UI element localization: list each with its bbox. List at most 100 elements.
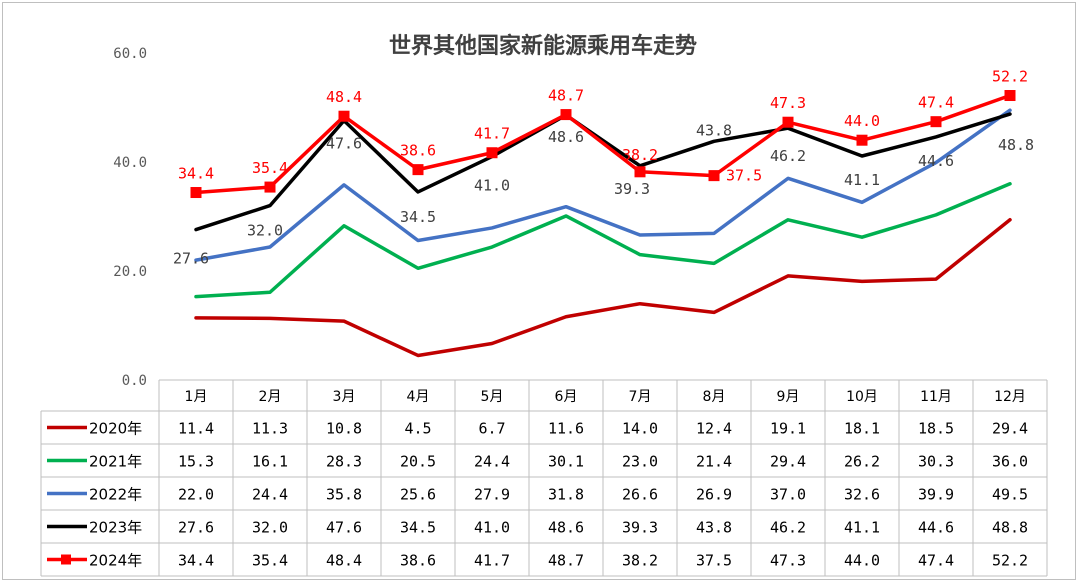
data-label: 37.5 xyxy=(726,167,762,185)
table-cell: 18.1 xyxy=(844,420,880,438)
table-cell: 29.4 xyxy=(992,420,1028,438)
table-cell: 28.3 xyxy=(326,453,362,471)
data-label: 47.6 xyxy=(326,135,362,153)
data-label: 44.0 xyxy=(844,112,880,130)
legend-label: 2024年 xyxy=(89,552,142,570)
data-label: 48.7 xyxy=(548,87,584,105)
table-cell: 48.4 xyxy=(326,552,362,570)
line-chart: 世界其他国家新能源乘用车走势 0.0 20.0 40.0 60.0 1月 2月 3月 4月 5… xyxy=(40,33,1048,577)
table-cell: 30.3 xyxy=(918,453,954,471)
series-line xyxy=(194,218,1012,358)
x-tick-label: 4月 xyxy=(407,389,430,405)
table-cell: 11.4 xyxy=(178,420,214,438)
table-cell: 41.0 xyxy=(474,519,510,537)
data-label: 41.0 xyxy=(474,177,510,195)
chart-title: 世界其他国家新能源乘用车走势 xyxy=(389,33,697,59)
data-label: 43.8 xyxy=(696,121,732,139)
x-tick-label: 3月 xyxy=(333,389,356,405)
data-point xyxy=(856,134,868,146)
data-label: 34.4 xyxy=(178,165,214,183)
table-cell: 47.4 xyxy=(918,552,954,570)
legend-label: 2020年 xyxy=(89,420,142,438)
data-label: 47.3 xyxy=(770,94,806,112)
data-label: 35.4 xyxy=(252,159,288,177)
table-cell: 46.2 xyxy=(770,519,806,537)
x-tick-label: 6月 xyxy=(555,389,578,405)
data-point xyxy=(486,147,498,159)
table-cell: 35.8 xyxy=(326,486,362,504)
y-tick-label: 60.0 xyxy=(113,46,147,62)
table-cell: 24.4 xyxy=(474,453,510,471)
table-cell: 49.5 xyxy=(992,486,1028,504)
data-point xyxy=(930,116,942,128)
series-line xyxy=(194,108,1012,262)
table-cell: 37.5 xyxy=(696,552,732,570)
table-cell: 20.5 xyxy=(400,453,436,471)
table-cell: 27.9 xyxy=(474,486,510,504)
table-cell: 47.6 xyxy=(326,519,362,537)
data-label: 46.2 xyxy=(770,147,806,165)
table-cell: 48.7 xyxy=(548,552,584,570)
table-cell: 21.4 xyxy=(696,453,732,471)
table-cell: 27.6 xyxy=(178,519,214,537)
series-line xyxy=(194,93,1012,195)
data-label: 41.1 xyxy=(844,171,880,189)
table-cell: 15.3 xyxy=(178,453,214,471)
table-cell: 23.0 xyxy=(622,453,658,471)
data-point xyxy=(190,187,202,199)
table-cell: 39.3 xyxy=(622,519,658,537)
data-label: 32.0 xyxy=(247,222,283,240)
data-point xyxy=(1004,90,1016,102)
table-cell: 26.2 xyxy=(844,453,880,471)
data-labels: 34.4 35.4 48.4 38.6 41.7 48.7 38.2 37.5 47.3 44.0… xyxy=(173,68,1034,268)
table-cell: 22.0 xyxy=(178,486,214,504)
table-cell: 16.1 xyxy=(252,453,288,471)
series-line xyxy=(194,182,1012,299)
data-label: 47.4 xyxy=(918,94,954,112)
data-point xyxy=(634,166,646,178)
table-cell: 41.1 xyxy=(844,519,880,537)
y-axis: 0.0 20.0 40.0 60.0 xyxy=(113,46,147,389)
data-label: 38.6 xyxy=(400,142,436,160)
table-cell: 19.1 xyxy=(770,420,806,438)
y-tick-label: 0.0 xyxy=(122,373,147,389)
legend-label: 2023年 xyxy=(89,519,142,537)
data-label: 52.2 xyxy=(992,68,1028,86)
x-tick-label: 10月 xyxy=(846,389,878,405)
table-cell: 32.0 xyxy=(252,519,288,537)
table-cell: 39.9 xyxy=(918,486,954,504)
table-cell: 18.5 xyxy=(918,420,954,438)
table-cell: 4.5 xyxy=(404,420,431,438)
table-cell: 36.0 xyxy=(992,453,1028,471)
data-label: 48.8 xyxy=(998,136,1034,154)
table-cell: 38.6 xyxy=(400,552,436,570)
x-tick-label: 1月 xyxy=(185,389,208,405)
data-point xyxy=(708,170,720,182)
data-label: 44.6 xyxy=(918,152,954,170)
table-cell: 38.2 xyxy=(622,552,658,570)
table-cell: 48.6 xyxy=(548,519,584,537)
x-tick-label: 12月 xyxy=(994,389,1026,405)
x-tick-label: 2月 xyxy=(259,389,282,405)
series-line xyxy=(194,112,1012,232)
table-cell: 25.6 xyxy=(400,486,436,504)
y-tick-label: 20.0 xyxy=(113,264,147,280)
table-cell: 11.6 xyxy=(548,420,584,438)
table-cell: 26.6 xyxy=(622,486,658,504)
table-cell: 10.8 xyxy=(326,420,362,438)
legend-label: 2021年 xyxy=(89,453,142,471)
table-cell: 52.2 xyxy=(992,552,1028,570)
table-cell: 44.6 xyxy=(918,519,954,537)
table-cell: 34.5 xyxy=(400,519,436,537)
x-tick-label: 7月 xyxy=(629,389,652,405)
data-point xyxy=(338,110,350,122)
table-cell: 44.0 xyxy=(844,552,880,570)
x-tick-label: 11月 xyxy=(920,389,952,405)
table-cell: 29.4 xyxy=(770,453,806,471)
data-point xyxy=(264,181,276,193)
data-label: 39.3 xyxy=(614,180,650,198)
data-table: 1月 2月 3月 4月 5月 6月 7月 8月 9月 10月 11月 12月 2020年 11.4 11.3… xyxy=(40,379,1048,577)
table-cell: 30.1 xyxy=(548,453,584,471)
table-cell: 47.3 xyxy=(770,552,806,570)
